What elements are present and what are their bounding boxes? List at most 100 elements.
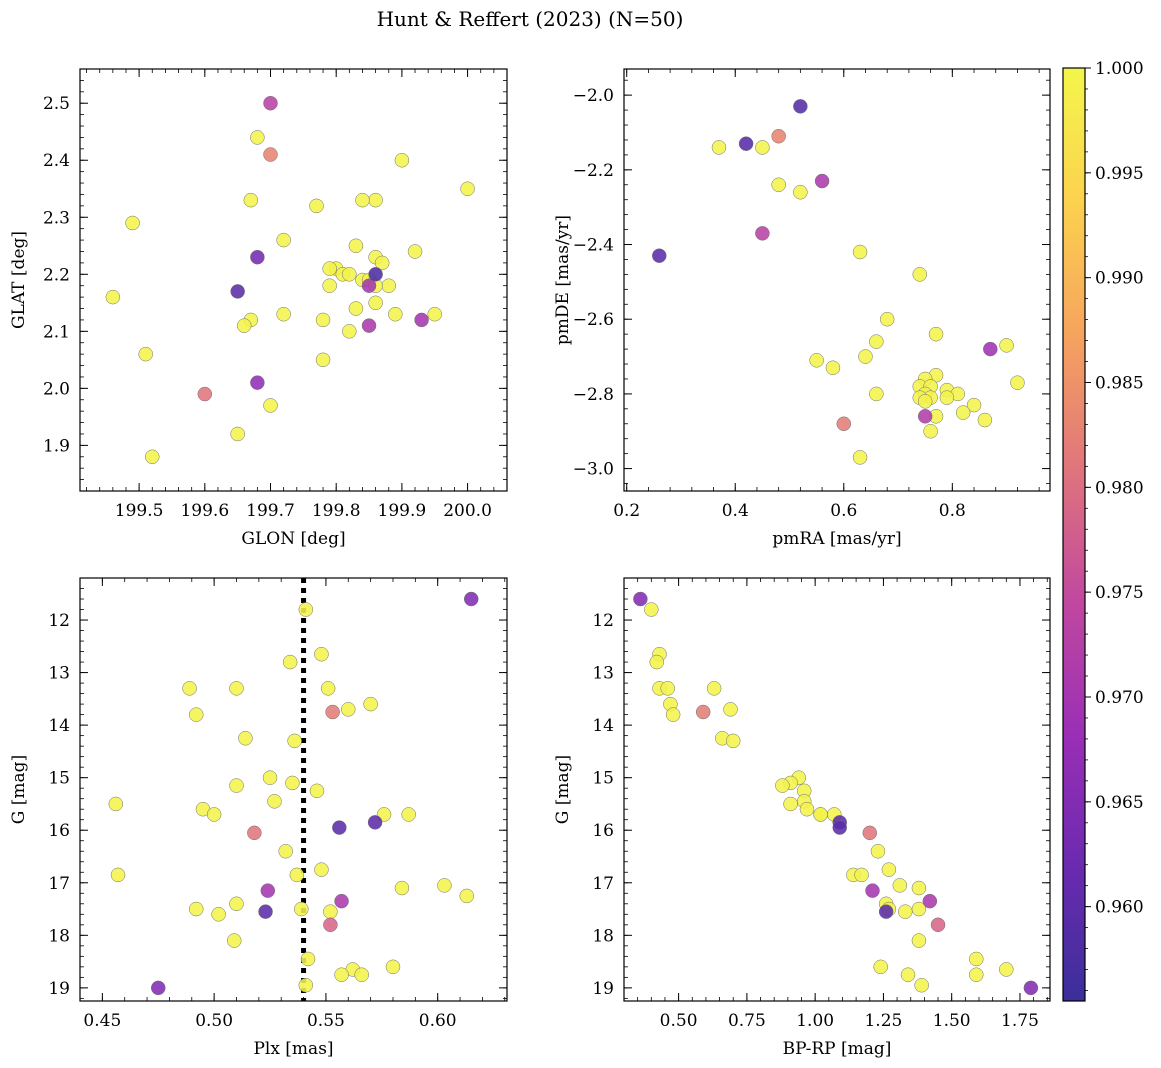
data-point (869, 334, 884, 349)
data-point (250, 375, 265, 390)
data-point (332, 820, 347, 835)
axes-frame (623, 68, 1051, 492)
data-point (793, 99, 808, 114)
y-tick-label: −2.6 (573, 310, 614, 330)
panel-glon-glat: 199.5 199.6 199.7 199.8 199.9 200.0 1.9 2.0 2.1 2… (9, 68, 508, 549)
data-point (881, 862, 897, 877)
y-tick-label: −3.0 (573, 460, 614, 480)
x-tick-label: 199.8 (312, 501, 361, 521)
data-point (309, 783, 325, 799)
y-tick-label: −2.2 (573, 161, 614, 181)
data-point (229, 681, 244, 696)
data-point (263, 95, 278, 111)
data-point (825, 360, 841, 376)
data-point (278, 843, 293, 859)
data-point (878, 904, 894, 919)
data-point (334, 967, 349, 982)
axes-frame (79, 68, 508, 492)
data-point (206, 807, 222, 822)
data-point (348, 301, 364, 316)
data-point (407, 244, 423, 259)
x-tick-label: 1.00 (796, 1011, 834, 1031)
y-tick-label: 2.2 (43, 265, 70, 285)
data-point (852, 450, 868, 465)
data-point (911, 933, 927, 948)
y-tick-label: 13 (592, 664, 614, 684)
data-point (315, 352, 331, 368)
data-point (315, 312, 331, 328)
data-point (267, 794, 282, 809)
y-axis-label: G [mag] (9, 755, 29, 824)
y-tick-label: 15 (48, 769, 70, 789)
data-point (368, 267, 383, 282)
data-point (125, 215, 140, 231)
data-point (879, 311, 895, 327)
data-point (323, 917, 338, 933)
data-point (110, 867, 126, 883)
data-point (865, 883, 880, 898)
data-point (911, 901, 927, 917)
x-tick-label: 0.4 (722, 501, 749, 521)
data-point (236, 318, 252, 333)
data-point (912, 267, 928, 282)
x-axis-label: pmRA [mas/yr] (772, 529, 901, 549)
data-point (230, 426, 245, 442)
data-point (263, 147, 278, 162)
data-point (414, 312, 429, 328)
x-tick-label: 0.55 (307, 1011, 345, 1031)
data-point (755, 140, 770, 155)
data-point (939, 390, 955, 405)
data-point (923, 423, 938, 439)
data-point (775, 778, 790, 793)
x-tick-label: 0.50 (195, 1011, 233, 1031)
colorbar-gradient (1062, 67, 1086, 1002)
data-point (227, 933, 242, 948)
data-point (983, 341, 998, 357)
data-point (463, 591, 479, 607)
y-tick-label: −2.0 (573, 86, 614, 106)
data-point (783, 796, 798, 812)
data-point (644, 602, 659, 617)
data-point (922, 893, 938, 909)
data-point (361, 278, 377, 293)
colorbar-tick-label: 0.995 (1095, 164, 1144, 184)
data-point (263, 398, 278, 413)
x-tick-label: 0.6 (830, 501, 857, 521)
data-point (138, 346, 153, 362)
colorbar-tick-label: 0.990 (1095, 269, 1144, 289)
y-tick-label: 2.4 (43, 151, 70, 171)
data-point (738, 136, 754, 151)
x-tick-label: 0.50 (660, 1011, 698, 1031)
data-point (977, 412, 993, 428)
y-tick-label: 17 (592, 874, 614, 894)
data-point (385, 959, 401, 975)
data-point (917, 394, 933, 409)
data-point (262, 770, 278, 785)
data-point (355, 192, 370, 208)
data-point (314, 646, 329, 662)
data-point (955, 405, 971, 420)
data-point (711, 140, 727, 155)
data-point (250, 249, 265, 265)
data-point (873, 959, 888, 975)
data-point (394, 880, 410, 896)
data-point (247, 825, 262, 841)
data-point (633, 591, 648, 607)
data-point (832, 820, 847, 835)
y-axis-label: GLAT [deg] (9, 231, 29, 329)
y-axis-label: G [mag] (553, 755, 573, 824)
data-point (858, 349, 873, 364)
data-point (381, 278, 397, 293)
y-tick-label: 17 (48, 874, 70, 894)
data-point (394, 152, 410, 168)
y-tick-label: 2.1 (43, 322, 70, 342)
data-point (917, 409, 933, 424)
y-tick-label: 18 (48, 926, 70, 946)
data-point (652, 248, 667, 263)
data-point (348, 238, 364, 254)
y-tick-label: 16 (48, 821, 70, 841)
data-point (243, 192, 259, 208)
x-axis-label: BP-RP [mag] (783, 1039, 892, 1059)
data-point (706, 681, 722, 696)
y-tick-label: −2.8 (573, 385, 614, 405)
